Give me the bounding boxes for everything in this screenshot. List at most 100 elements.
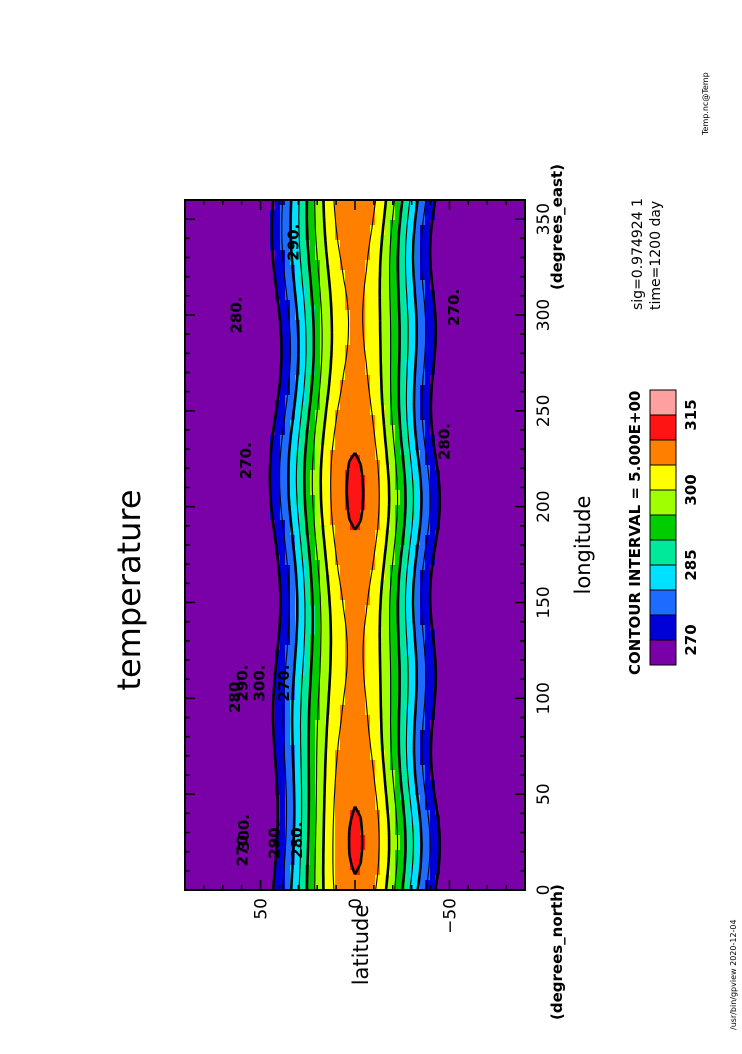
contour-fill-cell xyxy=(205,329,211,335)
contour-fill-cell xyxy=(185,594,191,600)
contour-fill-cell xyxy=(200,849,206,855)
contour-fill-cell xyxy=(200,799,206,805)
contour-fill-cell xyxy=(185,844,191,850)
contour-fill-cell xyxy=(340,809,346,815)
contour-fill-cell xyxy=(280,469,286,475)
contour-fill-cell xyxy=(355,424,361,430)
contour-fill-cell xyxy=(195,669,201,675)
contour-fill-cell xyxy=(190,634,196,640)
contour-fill-cell xyxy=(250,569,256,575)
contour-fill-cell xyxy=(185,679,191,685)
contour-fill-cell xyxy=(190,339,196,345)
contour-fill-cell xyxy=(315,354,321,360)
contour-fill-cell xyxy=(255,269,261,275)
contour-fill-cell xyxy=(340,349,346,355)
contour-fill-cell xyxy=(195,424,201,430)
contour-fill-cell xyxy=(250,709,256,715)
contour-fill-cell xyxy=(285,744,291,750)
contour-fill-cell xyxy=(305,579,311,585)
contour-fill-cell xyxy=(275,739,281,745)
chart-title: temperature xyxy=(110,489,148,690)
contour-fill-cell xyxy=(240,624,246,630)
contour-fill-cell xyxy=(335,709,341,715)
contour-fill-cell xyxy=(220,349,226,355)
contour-fill-cell xyxy=(265,524,271,530)
contour-fill-cell xyxy=(340,299,346,305)
contour-fill-cell xyxy=(250,634,256,640)
contour-fill-cell xyxy=(265,419,271,425)
contour-fill-cell xyxy=(195,434,201,440)
contour-fill-cell xyxy=(250,549,256,555)
contour-fill-cell xyxy=(210,804,216,810)
contour-fill-cell xyxy=(310,774,316,780)
contour-fill-cell xyxy=(225,629,231,635)
contour-fill-cell xyxy=(240,854,246,860)
contour-fill-cell xyxy=(235,874,241,880)
contour-fill-cell xyxy=(325,849,331,855)
contour-fill-cell xyxy=(220,649,226,655)
contour-fill-cell xyxy=(265,759,271,765)
contour-fill-cell xyxy=(195,824,201,830)
contour-fill-cell xyxy=(345,814,351,820)
contour-fill-cell xyxy=(205,884,211,890)
contour-fill-cell xyxy=(225,544,231,550)
contour-fill-cell xyxy=(250,499,256,505)
contour-fill-cell xyxy=(225,619,231,625)
contour-fill-cell xyxy=(300,429,306,435)
contour-fill-cell xyxy=(220,794,226,800)
contour-fill-cell xyxy=(240,284,246,290)
contour-fill-cell xyxy=(195,314,201,320)
contour-fill-cell xyxy=(345,424,351,430)
contour-fill-cell xyxy=(200,249,206,255)
contour-fill-cell xyxy=(350,214,356,220)
contour-fill-cell xyxy=(250,479,256,485)
contour-fill-cell xyxy=(260,379,266,385)
contour-fill-cell xyxy=(195,644,201,650)
contour-fill-cell xyxy=(250,349,256,355)
contour-fill-cell xyxy=(220,599,226,605)
contour-fill-cell xyxy=(355,409,361,415)
contour-fill-cell xyxy=(250,279,256,285)
contour-fill-cell xyxy=(225,444,231,450)
contour-fill-cell xyxy=(320,319,326,325)
contour-fill-cell xyxy=(240,429,246,435)
contour-fill-cell xyxy=(220,624,226,630)
contour-fill-cell xyxy=(195,349,201,355)
contour-fill-cell xyxy=(340,734,346,740)
contour-fill-cell xyxy=(220,724,226,730)
contour-fill-cell xyxy=(210,494,216,500)
contour-fill-cell xyxy=(245,439,251,445)
contour-fill-cell xyxy=(245,594,251,600)
contour-fill-cell xyxy=(310,814,316,820)
contour-fill-cell xyxy=(260,554,266,560)
contour-fill-cell xyxy=(330,744,336,750)
contour-fill-cell xyxy=(255,524,261,530)
contour-fill-cell xyxy=(330,509,336,515)
contour-fill-cell xyxy=(220,354,226,360)
contour-fill-cell xyxy=(215,259,221,265)
contour-fill-cell xyxy=(360,709,366,715)
contour-fill-cell xyxy=(190,204,196,210)
contour-fill-cell xyxy=(285,269,291,275)
contour-fill-cell xyxy=(340,434,346,440)
contour-fill-cell xyxy=(225,304,231,310)
contour-fill-cell xyxy=(205,759,211,765)
contour-fill-cell xyxy=(240,629,246,635)
contour-fill-cell xyxy=(205,259,211,265)
contour-fill-cell xyxy=(250,574,256,580)
contour-fill-cell xyxy=(225,759,231,765)
contour-fill-cell xyxy=(205,229,211,235)
contour-fill-cell xyxy=(235,509,241,515)
contour-fill-cell xyxy=(355,394,361,400)
contour-fill-cell xyxy=(255,289,261,295)
contour-fill-cell xyxy=(365,759,371,765)
contour-fill-cell xyxy=(245,764,251,770)
contour-fill-cell xyxy=(250,409,256,415)
contour-fill-cell xyxy=(260,549,266,555)
contour-fill-cell xyxy=(325,474,331,480)
contour-fill-cell xyxy=(205,334,211,340)
contour-fill-cell xyxy=(345,449,351,455)
contour-fill-cell xyxy=(315,429,321,435)
contour-fill-cell xyxy=(315,744,321,750)
contour-fill-cell xyxy=(340,509,346,515)
